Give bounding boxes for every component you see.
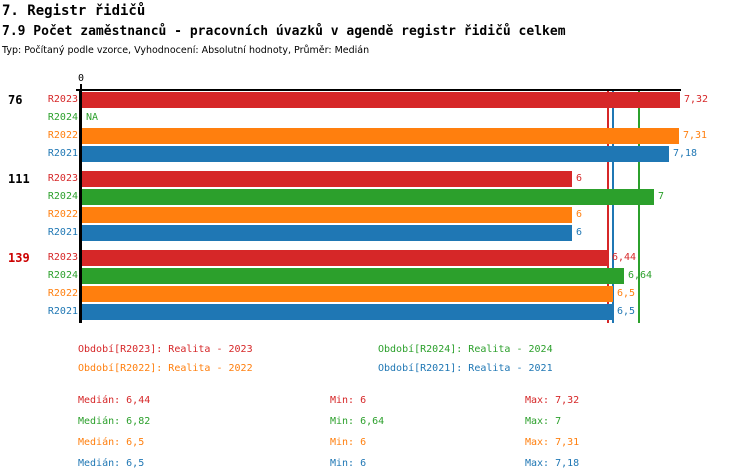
y-axis-line [79, 89, 82, 323]
bar-value: 7 [658, 191, 665, 202]
legend-item-R2021: Období[R2021]: Realita - 2021 [378, 363, 553, 374]
page-title: 7. Registr řidičů [2, 3, 146, 19]
bar-R2024 [82, 268, 624, 284]
row-label-R2023: R2023 [47, 94, 78, 105]
row-label-R2023: R2023 [47, 252, 78, 263]
bar-R2023 [82, 171, 572, 187]
row-label-R2022: R2022 [47, 288, 78, 299]
stat-min-R2023: Min: 6 [330, 395, 367, 406]
stat-median-R2024: Medián: 6,82 [78, 416, 151, 427]
median-line-R2023 [607, 91, 609, 323]
row-label-R2023: R2023 [47, 173, 78, 184]
group-label: 111 [8, 172, 30, 186]
chart-meta: Typ: Počítaný podle vzorce, Vyhodnocení:… [2, 45, 370, 56]
stat-max-R2021: Max: 7,18 [525, 458, 580, 469]
x-axis-zero-label: 0 [77, 73, 85, 84]
bar-value: 7,31 [683, 130, 708, 141]
stat-max-R2024: Max: 7 [525, 416, 562, 427]
bar-value: 6 [576, 209, 583, 220]
stat-median-R2023: Medián: 6,44 [78, 395, 151, 406]
median-line-R2024 [638, 91, 640, 323]
row-label-R2022: R2022 [47, 130, 78, 141]
chart-title: 7.9 Počet zaměstnanců - pracovních úvazk… [2, 24, 566, 39]
na-label: NA [86, 112, 99, 123]
group-label: 139 [8, 251, 30, 265]
median-line-R2021 [612, 91, 614, 323]
legend-item-R2022: Období[R2022]: Realita - 2022 [78, 363, 253, 374]
bar-R2022 [82, 128, 679, 144]
bar-value: 7,32 [684, 94, 709, 105]
bar-R2022 [82, 286, 613, 302]
stat-median-R2022: Medián: 6,5 [78, 437, 145, 448]
legend-item-R2024: Období[R2024]: Realita - 2024 [378, 344, 553, 355]
legend-item-R2023: Období[R2023]: Realita - 2023 [78, 344, 253, 355]
row-label-R2024: R2024 [47, 112, 78, 123]
bar-value: 6 [576, 173, 583, 184]
stat-min-R2021: Min: 6 [330, 458, 367, 469]
bar-value: 6,64 [628, 270, 653, 281]
bar-R2022 [82, 207, 572, 223]
bar-value: 6 [576, 227, 583, 238]
row-label-R2021: R2021 [47, 148, 78, 159]
group-label: 76 [8, 93, 23, 107]
bar-R2021 [82, 304, 613, 320]
bar-value: 6,44 [612, 252, 637, 263]
x-axis-line [76, 89, 681, 91]
stat-max-R2022: Max: 7,31 [525, 437, 580, 448]
bar-R2023 [82, 250, 608, 266]
row-label-R2021: R2021 [47, 306, 78, 317]
x-axis-tick [80, 84, 82, 89]
row-label-R2024: R2024 [47, 270, 78, 281]
bar-R2021 [82, 146, 669, 162]
stat-max-R2023: Max: 7,32 [525, 395, 580, 406]
bar-value: 6,5 [617, 306, 636, 317]
bar-value: 6,5 [617, 288, 636, 299]
stat-min-R2022: Min: 6 [330, 437, 367, 448]
bar-R2021 [82, 225, 572, 241]
stat-min-R2024: Min: 6,64 [330, 416, 385, 427]
row-label-R2021: R2021 [47, 227, 78, 238]
bar-value: 7,18 [673, 148, 698, 159]
row-label-R2024: R2024 [47, 191, 78, 202]
stat-median-R2021: Medián: 6,5 [78, 458, 145, 469]
bar-R2023 [82, 92, 680, 108]
row-label-R2022: R2022 [47, 209, 78, 220]
bar-R2024 [82, 189, 654, 205]
